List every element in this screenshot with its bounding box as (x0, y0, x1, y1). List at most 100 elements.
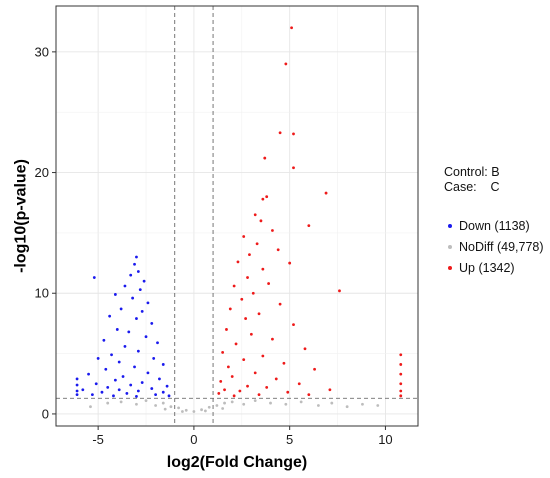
point-nodiff (376, 404, 380, 407)
point-up (259, 219, 263, 223)
threshold-lines (56, 6, 418, 426)
point-up (399, 363, 403, 366)
point-up (292, 166, 295, 170)
point-up (253, 213, 257, 217)
point-down (87, 372, 90, 376)
legend-item-down: Down (1138) (444, 215, 544, 236)
point-up (274, 377, 278, 381)
point-down (146, 301, 150, 305)
point-down (136, 270, 140, 273)
point-down (129, 383, 133, 387)
point-up (223, 388, 226, 392)
point-nodiff (223, 401, 226, 405)
point-nodiff (161, 401, 165, 405)
point-down (123, 284, 127, 288)
point-up (230, 375, 234, 378)
point-up (278, 302, 282, 306)
legend-nodiff-label: NoDiff (49,778) (459, 239, 544, 254)
point-up (328, 388, 332, 392)
point-down (156, 341, 159, 345)
point-up (278, 131, 282, 135)
point-up (232, 394, 236, 398)
point-down (142, 279, 146, 283)
point-up (249, 332, 253, 336)
point-down (106, 385, 110, 389)
point-nodiff (135, 402, 138, 406)
point-up (265, 195, 269, 199)
point-down (113, 378, 117, 382)
plot-border (55, 5, 419, 427)
x-axis-title: log2(Fold Change) (167, 454, 307, 471)
point-up (261, 197, 265, 201)
x-tick-label: 10 (378, 432, 392, 447)
point-down (117, 388, 121, 392)
point-up (399, 372, 403, 376)
legend-nodiff-marker (448, 244, 452, 249)
point-up (251, 291, 255, 295)
point-down (94, 382, 98, 386)
legend-item-nodiff: NoDiff (49,778) (444, 236, 544, 257)
point-down (90, 393, 94, 397)
y-axis-title: -log10(p-value) (13, 159, 30, 273)
point-nodiff (230, 400, 234, 404)
point-down (96, 357, 100, 360)
point-nodiff (119, 400, 123, 404)
point-down (125, 392, 129, 395)
point-up (217, 392, 221, 395)
point-down (138, 288, 142, 292)
point-up (399, 382, 403, 386)
point-up (236, 260, 240, 264)
point-nodiff (299, 400, 303, 404)
point-up (242, 358, 246, 362)
point-down (75, 393, 79, 397)
point-nodiff (207, 405, 211, 409)
legend: Control: B Case: C Down (1138) NoDiff (4… (444, 165, 544, 278)
point-down (136, 349, 140, 353)
legend-case-label: Case: C (444, 180, 500, 194)
point-nodiff (89, 405, 92, 409)
point-down (135, 395, 138, 398)
point-up (399, 394, 403, 398)
point-nodiff (345, 405, 349, 409)
point-up (246, 276, 249, 279)
point-up (338, 289, 341, 293)
point-up (267, 282, 271, 285)
point-down (165, 384, 169, 388)
point-down (154, 393, 157, 397)
point-down (102, 338, 106, 342)
grid-lines (56, 6, 418, 426)
legend-down-label: Down (1138) (459, 218, 530, 233)
point-down (135, 317, 138, 320)
point-down (167, 394, 171, 398)
point-up (257, 393, 261, 397)
point-nodiff (221, 407, 225, 410)
point-down (129, 273, 133, 277)
point-up (399, 353, 403, 357)
point-nodiff (253, 399, 257, 403)
point-nodiff (317, 404, 320, 407)
point-down (100, 390, 104, 394)
point-down (121, 375, 125, 378)
point-down (115, 328, 119, 331)
point-nodiff (106, 401, 110, 405)
point-up (286, 390, 290, 394)
point-up (221, 350, 225, 354)
point-up (292, 132, 295, 136)
point-down (150, 387, 154, 390)
point-nodiff (163, 407, 167, 411)
point-up (232, 284, 236, 288)
point-up (240, 297, 244, 301)
point-up (248, 253, 251, 257)
x-tick-label: 0 (190, 432, 197, 447)
point-down (127, 330, 131, 334)
point-nodiff (361, 402, 364, 406)
point-nodiff (200, 408, 203, 412)
data-points (75, 26, 403, 413)
point-down (136, 389, 140, 393)
point-down (133, 365, 136, 369)
point-up (265, 385, 269, 389)
point-up (313, 367, 316, 371)
point-down (92, 276, 96, 279)
point-down (117, 360, 121, 364)
legend-up-label: Up (1342) (459, 260, 515, 275)
